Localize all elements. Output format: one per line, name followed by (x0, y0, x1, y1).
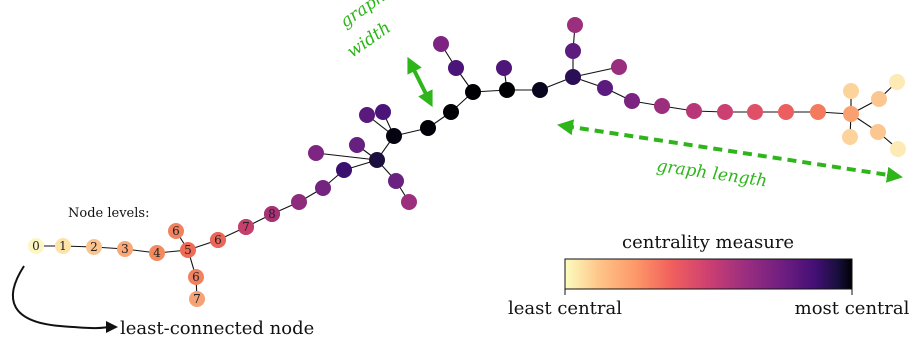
graph-node (291, 194, 307, 210)
graph-width-arrow (407, 56, 433, 108)
colorbar-max-label: most central (795, 298, 910, 319)
graph-edges (187, 24, 899, 251)
level-node-label: 2 (90, 240, 98, 254)
level-node (189, 291, 205, 307)
colorbar-title: centrality measure (622, 232, 794, 253)
graph-node (871, 91, 887, 107)
graph-node (624, 93, 640, 109)
graph-node (843, 83, 859, 99)
level-node (149, 245, 165, 261)
graph-node (315, 180, 331, 196)
graph-node (686, 103, 702, 119)
graph-node (532, 82, 548, 98)
level-node-label: 7 (193, 292, 201, 306)
level-node (55, 238, 71, 254)
graph-node (388, 173, 404, 189)
level-node (238, 219, 254, 235)
level-node (210, 232, 226, 248)
graph-node (870, 124, 886, 140)
node-levels-label: Node levels: (68, 206, 149, 221)
graph-node (448, 60, 464, 76)
graph-length-label: graph length (655, 156, 768, 191)
graph-node (611, 59, 627, 75)
graph-node (747, 104, 763, 120)
graph-node (778, 104, 794, 120)
graph-length-arrow (557, 119, 903, 183)
graph-node (433, 36, 449, 52)
graph-node (843, 106, 859, 122)
level-node (117, 241, 133, 257)
graph-node (567, 17, 583, 33)
least-connected-arrow (11, 265, 118, 334)
level-node (264, 206, 280, 222)
graph-node (465, 84, 481, 100)
graph-node (375, 104, 391, 120)
graph-node (597, 80, 613, 96)
graph-node (359, 107, 375, 123)
level-node-label: 0 (32, 239, 40, 253)
graph-node (565, 43, 581, 59)
level-node-label: 1 (59, 239, 67, 253)
graph-node (336, 162, 352, 178)
graph-nodes (210, 17, 906, 248)
graph-node (889, 74, 905, 90)
graph-node (810, 104, 826, 120)
graph-node (565, 69, 581, 85)
level-node (168, 223, 184, 239)
level-node-label: 5 (184, 243, 192, 257)
graph-node (443, 104, 459, 120)
level-node (28, 238, 44, 254)
level-node-label: 3 (121, 242, 129, 256)
graph-node (654, 98, 670, 114)
graph-node (842, 129, 858, 145)
graph-node (386, 128, 402, 144)
level-node (86, 239, 102, 255)
graph-node (401, 194, 417, 210)
level-node-label: 7 (242, 220, 250, 234)
graph-node (369, 152, 385, 168)
colorbar (564, 258, 853, 290)
graph-node (308, 145, 324, 161)
level-node (188, 269, 204, 285)
level-node-label: 6 (214, 233, 222, 247)
graph-node (420, 120, 436, 136)
colorbar-min-label: least central (508, 298, 622, 319)
graph-node (496, 60, 512, 76)
graph-node (717, 104, 733, 120)
graph-node (890, 141, 906, 157)
level-node-label: 6 (192, 270, 200, 284)
least-connected-label: least-connected node (120, 318, 314, 339)
level-node-label: 4 (153, 246, 161, 260)
level-node (180, 242, 196, 258)
graph-node (499, 82, 515, 98)
graph-node (349, 137, 365, 153)
level-node-label: 8 (268, 207, 276, 221)
level-node-label: 6 (172, 224, 180, 238)
